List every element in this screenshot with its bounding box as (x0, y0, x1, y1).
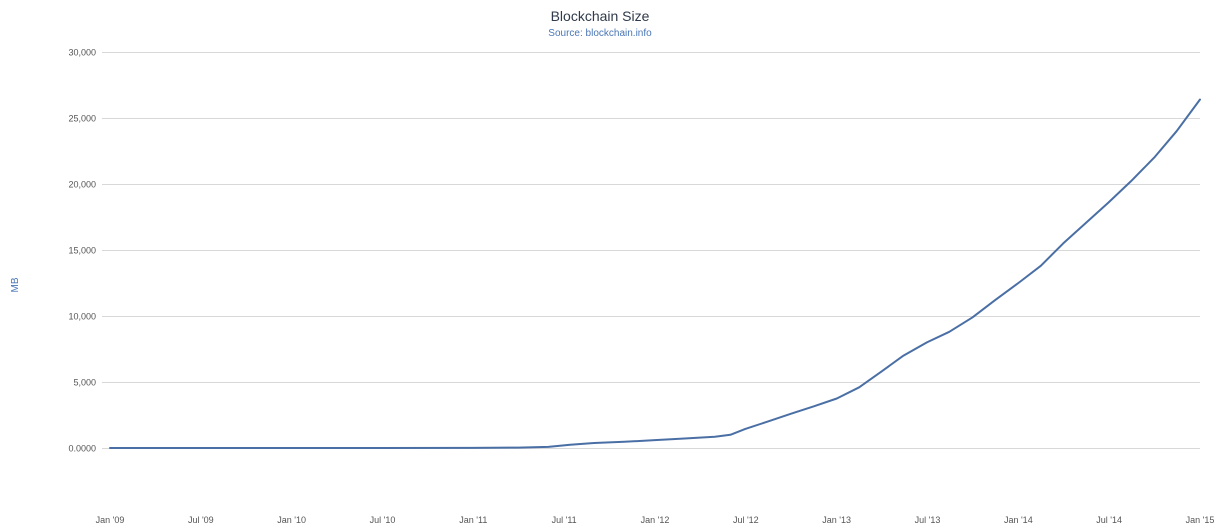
chart-subtitle: Source: blockchain.info (548, 28, 652, 39)
chart-title: Blockchain Size (551, 8, 650, 24)
y-tick-label: 0.0000 (68, 444, 96, 454)
y-axis-label: MB (10, 277, 21, 292)
x-tick-label: Jan '10 (277, 515, 306, 525)
x-tick-label: Jan '15 (1186, 515, 1215, 525)
x-tick-label: Jul '13 (915, 515, 941, 525)
series-layer (109, 98, 1201, 449)
x-tick-label: Jan '12 (641, 515, 670, 525)
x-tick-label: Jan '09 (96, 515, 125, 525)
y-tick-label: 20,000 (68, 180, 96, 190)
y-tick-label: 25,000 (68, 114, 96, 124)
y-tick-label: 30,000 (68, 48, 96, 58)
y-tick-label: 5,000 (73, 378, 96, 388)
x-tick-label: Jul '12 (733, 515, 759, 525)
x-tick-label: Jul '14 (1096, 515, 1122, 525)
y-tick-label: 10,000 (68, 312, 96, 322)
y-tick-label: 15,000 (68, 246, 96, 256)
series-line (109, 98, 1201, 449)
x-tick-label: Jul '11 (552, 515, 577, 525)
x-tick-label: Jan '13 (822, 515, 851, 525)
x-tick-label: Jul '09 (188, 515, 214, 525)
x-tick-label: Jul '10 (370, 515, 396, 525)
x-axis-ticks: Jan '09 Jul '09 Jan '10 Jul '10 Jan '11 Jul '… (96, 515, 1215, 525)
x-tick-label: Jan '14 (1004, 515, 1033, 525)
y-axis-ticks: 30,000 25,000 20,000 15,000 10,000 5,000 0.000… (68, 48, 96, 454)
gridlines (102, 52, 1200, 449)
x-tick-label: Jan '11 (459, 515, 487, 525)
